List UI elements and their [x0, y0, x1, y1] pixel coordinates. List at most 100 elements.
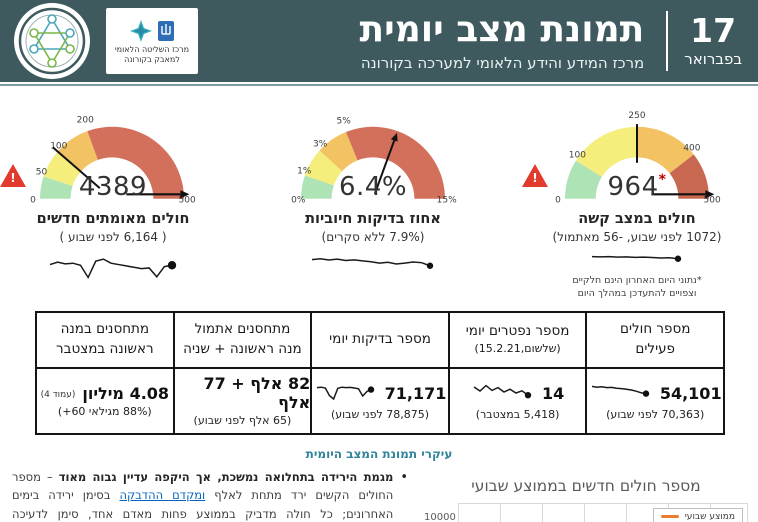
daily-tests-value: 71,171	[384, 383, 447, 403]
column-value-cell: 71,171 (78,875 לפני שבוע)	[312, 369, 448, 433]
sparkline-endpoint-dot	[642, 390, 650, 397]
daily-deaths-value: 14	[541, 383, 565, 403]
active-patients-value: 54,101	[659, 383, 722, 403]
gauge-tick-label: 50	[36, 168, 48, 178]
state-emblem-icon	[157, 20, 174, 41]
column-value-cell: 82 אלף + 77 אלף (65 אלף לפני שבוע)	[175, 369, 311, 433]
positive-percent-sublabel: (7.9% ללא סקרים)	[321, 230, 425, 244]
page-title: תמונת מצב יומית	[359, 9, 645, 51]
summary-text: בסימן ירידה בימים האחרונים; כל חולה מדבי…	[12, 488, 394, 521]
gauge-tick-label: 500	[704, 195, 721, 205]
column-daily-tests: מספר בדיקות יומי 71,171 (78,875 לפני שבו…	[312, 312, 450, 433]
gauge-serious-patients: 0 100 250 400 500 *964 ! חולים במצב קשה (107…	[522, 98, 744, 301]
warning-icon: !	[522, 164, 549, 188]
gauge-tick-label: 3%	[313, 139, 328, 149]
gauge-tick-label: 500	[179, 195, 196, 205]
column-active-patients: מספר חולים פעילים 54,101 (70,363 לפני שב…	[587, 313, 723, 433]
star-emblem-icon	[129, 19, 152, 42]
date-day: 17	[690, 10, 737, 50]
new-confirmed-gauge-chart: 0 50 100 200 500	[30, 116, 196, 206]
page-reference-note: (עמוד 4)	[40, 389, 76, 400]
column-value-cell: 14 (5,418 במצטבר)	[450, 369, 586, 433]
column-daily-deaths: מספר נפטרים יומי (שלשום,15.2.21) 14 (5,4…	[449, 312, 588, 433]
sparkline-path	[311, 257, 431, 267]
positive-percent-gauge-chart: 0% 1% 3% 5% 15%	[291, 117, 457, 206]
gauge-segment	[319, 132, 358, 172]
serious-patients-sparkline	[591, 255, 682, 262]
gauge-tick-label: 5%	[337, 117, 352, 127]
column-header: מספר בדיקות יומי	[312, 313, 448, 369]
serious-patients-sublabel: (1072 לפני שבוע, -56 מאתמול)	[552, 230, 722, 244]
sparkline-path	[591, 255, 679, 260]
sparkline-endpoint-dot	[674, 255, 682, 262]
y-axis-tick-label: 10000	[424, 511, 456, 522]
gauge-segment	[56, 131, 98, 173]
partial-data-footnote: *נתוני היום האחרון הינם חלקיים וצפויים ל…	[572, 275, 702, 300]
knowledge-center-logo	[14, 3, 90, 79]
gauge-segment	[565, 160, 602, 199]
warning-icon: !	[0, 164, 27, 188]
logo-group: מרכז השליטה הלאומי למאבק בקורונה	[14, 3, 198, 79]
gauge-segment	[301, 175, 334, 199]
positive-percent-label: אחוז בדיקות חיוביות	[305, 211, 441, 227]
new-confirmed-label: חולים מאומתים חדשים	[36, 211, 190, 227]
gauge-segment	[575, 126, 637, 177]
partial-data-asterisk: *	[658, 172, 667, 188]
summary-heading: עיקרי תמונת המצב היומית	[305, 446, 453, 461]
column-first-dose-total: מתחסנים במנה ראשונה במצטבר 4.08 מיליון (…	[37, 312, 175, 433]
daily-tests-sparkline	[316, 386, 374, 401]
active-patients-sub: (70,363 לפני שבוע)	[606, 408, 705, 422]
network-star-icon	[18, 7, 86, 75]
gauge-new-confirmed: 0 50 100 200 500 4389 ! חולים מאומתים חדשים …	[0, 98, 216, 301]
control-center-logo: מרכז השליטה הלאומי למאבק בקורונה	[106, 8, 198, 74]
gauge-tick-label: 100	[50, 141, 67, 151]
summary-text: – מספר החולים הקשים ירד מתחת לאלף	[12, 469, 394, 503]
sparkline-path	[591, 385, 646, 395]
sparkline-endpoint-dot	[426, 262, 434, 269]
weekly-chart-plot-wrap: 10000 ממוצע שבועי	[420, 502, 752, 522]
gauge-tick-label: 0%	[291, 195, 306, 205]
new-confirmed-value: 4389	[78, 172, 148, 202]
page-subtitle: מרכז המידע והידע הלאומי למערכה בקורונה	[360, 53, 645, 72]
positive-percent-sparkline	[311, 257, 434, 269]
logo-text-line1: מרכז השליטה הלאומי	[114, 44, 190, 54]
gauge-tick-label: 1%	[297, 166, 312, 176]
header-bar: 17 בפברואר תמונת מצב יומית מרכז המידע וה…	[0, 0, 758, 84]
sparkline-endpoint-dot	[167, 261, 177, 270]
gauge-segment	[346, 126, 445, 199]
gauges-row: 0 100 250 400 500 *964 ! חולים במצב קשה (107…	[0, 86, 758, 301]
sparkline-path	[473, 384, 529, 396]
weekly-average-chart: מספר חולים חדשים בממוצע שבועי 10000 ממוצ…	[420, 466, 752, 522]
offscale-arrowhead	[180, 190, 190, 199]
serious-patients-label: חולים במצב קשה	[578, 211, 696, 227]
weekly-chart-title: מספר חולים חדשים בממוצע שבועי	[471, 476, 701, 495]
gauge-tick-label: 400	[683, 144, 700, 154]
gauge-segment	[87, 126, 184, 199]
gauge-segment	[669, 154, 709, 199]
gauge-positive-percent: 0% 1% 3% 5% 15% 6.4% אחוז בדיקות חיוביות (7.…	[264, 98, 482, 301]
gauge-tick-label: 200	[77, 116, 94, 126]
header-divider	[666, 11, 669, 71]
summary-bullet-text: מגמת הירידה בתחלואה נמשכת, אך היקפה עדיי…	[12, 468, 393, 522]
legend-label: ממוצע שבועי	[684, 511, 735, 522]
serious-patients-value: *964	[530, 172, 744, 202]
gauge-segment	[304, 150, 343, 186]
serious-patients-gauge-chart: 0 100 250 400 500	[555, 111, 721, 206]
column-header: מספר חולים פעילים	[587, 313, 723, 369]
summary-bold-text: מגמת הירידה בתחלואה נמשכת, אך היקפה עדיי…	[58, 469, 394, 484]
daily-deaths-sparkline	[473, 384, 532, 399]
gauge-segment	[637, 126, 694, 174]
gauge-segment	[40, 176, 73, 199]
logo-text-line2: למאבק בקורונה	[124, 54, 180, 64]
daily-tests-sub: (78,875 לפני שבוע)	[330, 408, 430, 422]
positive-percent-value: 6.4%	[338, 172, 408, 202]
first-dose-total-value: 4.08 מיליון	[82, 383, 170, 403]
column-value-cell: 54,101 (70,363 לפני שבוע)	[587, 369, 723, 433]
offscale-arrowhead	[705, 190, 715, 199]
column-value-cell: 4.08 מיליון (עמוד 4) (88% מגילאי 60+)	[37, 369, 173, 433]
infection-coefficient-link[interactable]: ומקדם ההדבקה	[119, 488, 206, 503]
gauge-tick-label: 0	[555, 195, 561, 205]
control-center-logo-text: מרכז השליטה הלאומי למאבק בקורונה	[115, 45, 189, 65]
gauge-tick-label: 250	[628, 111, 645, 121]
